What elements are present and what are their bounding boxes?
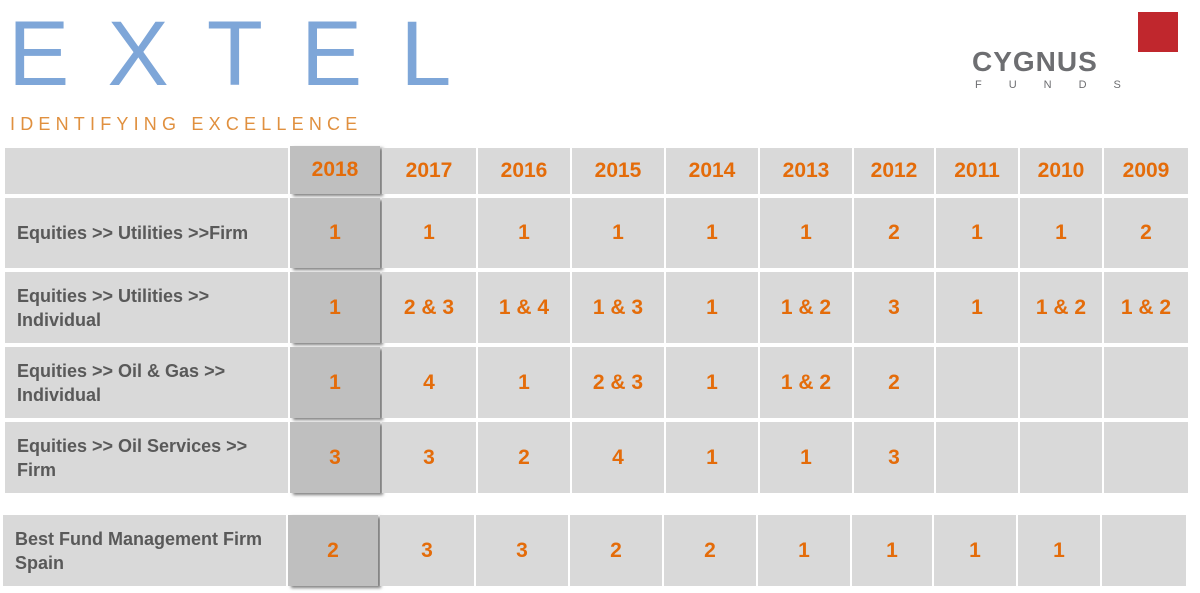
rank-cell: 1 & 2 <box>760 272 852 343</box>
rank-cell: 4 <box>382 347 476 418</box>
rank-cell: 1 & 4 <box>478 272 570 343</box>
rank-cell: 1 <box>478 198 570 268</box>
rank-cell: 2 <box>478 422 570 493</box>
empty-cell <box>936 347 1018 418</box>
rank-cell: 2 & 3 <box>572 347 664 418</box>
rank-cell: 1 <box>478 347 570 418</box>
empty-cell <box>1104 347 1188 418</box>
rank-cell: 4 <box>572 422 664 493</box>
cygnus-logo: CYGNUS <box>972 46 1098 77</box>
rank-cell: 1 <box>760 198 852 268</box>
rank-cell: 1 <box>666 347 758 418</box>
year-header: 2014 <box>666 148 758 194</box>
rank-cell: 2 <box>664 515 756 586</box>
rank-cell: 1 <box>572 198 664 268</box>
rank-cell: 1 <box>666 422 758 493</box>
rank-cell: 1 <box>934 515 1016 586</box>
extel-tagline: IDENTIFYING EXCELLENCE <box>10 114 363 134</box>
rank-cell: 1 <box>1018 515 1100 586</box>
rank-cell: 3 <box>382 422 476 493</box>
header-cell <box>5 148 288 194</box>
rank-cell: 1 <box>852 515 932 586</box>
rank-cell: 2 <box>854 198 934 268</box>
rank-cell: 1 <box>936 198 1018 268</box>
extel-logo: EXTEL <box>8 3 490 105</box>
rank-cell: 1 <box>666 272 758 343</box>
empty-cell <box>1020 422 1102 493</box>
rank-cell: 1 <box>290 347 380 418</box>
year-header: 2011 <box>936 148 1018 194</box>
row-label: Equities >> Oil & Gas >> Individual <box>5 347 288 418</box>
rank-cell: 1 <box>1020 198 1102 268</box>
rank-cell: 1 <box>758 515 850 586</box>
row-label: Equities >> Utilities >>Firm <box>5 198 288 268</box>
rank-cell: 3 <box>290 422 380 493</box>
year-header: 2015 <box>572 148 664 194</box>
cygnus-mark <box>1138 12 1178 52</box>
rank-cell: 1 <box>290 198 380 268</box>
year-header: 2009 <box>1104 148 1188 194</box>
rank-cell: 2 & 3 <box>382 272 476 343</box>
rank-cell: 1 <box>290 272 380 343</box>
year-header: 2016 <box>478 148 570 194</box>
empty-cell <box>1020 347 1102 418</box>
year-header: 2013 <box>760 148 852 194</box>
rank-cell: 1 & 3 <box>572 272 664 343</box>
row-label: Equities >> Oil Services >> Firm <box>5 422 288 493</box>
year-header: 2018 <box>290 146 380 194</box>
rank-cell: 2 <box>570 515 662 586</box>
rank-cell: 1 & 2 <box>1104 272 1188 343</box>
row-label: Equities >> Utilities >> Individual <box>5 272 288 343</box>
rank-cell: 1 <box>382 198 476 268</box>
row-label: Best Fund Management Firm Spain <box>3 515 286 586</box>
rank-cell: 1 & 2 <box>1020 272 1102 343</box>
empty-cell <box>936 422 1018 493</box>
empty-cell <box>1102 515 1186 586</box>
rank-cell: 3 <box>854 272 934 343</box>
year-header: 2010 <box>1020 148 1102 194</box>
rank-cell: 2 <box>288 515 378 586</box>
rank-cell: 1 & 2 <box>760 347 852 418</box>
year-header: 2017 <box>382 148 476 194</box>
rank-cell: 1 <box>936 272 1018 343</box>
cygnus-sub: FUNDS <box>975 79 1148 91</box>
rank-cell: 3 <box>476 515 568 586</box>
rank-cell: 2 <box>854 347 934 418</box>
empty-cell <box>1104 422 1188 493</box>
rank-cell: 2 <box>1104 198 1188 268</box>
year-header: 2012 <box>854 148 934 194</box>
rank-cell: 1 <box>666 198 758 268</box>
rank-cell: 3 <box>380 515 474 586</box>
rank-cell: 3 <box>854 422 934 493</box>
rank-cell: 1 <box>760 422 852 493</box>
